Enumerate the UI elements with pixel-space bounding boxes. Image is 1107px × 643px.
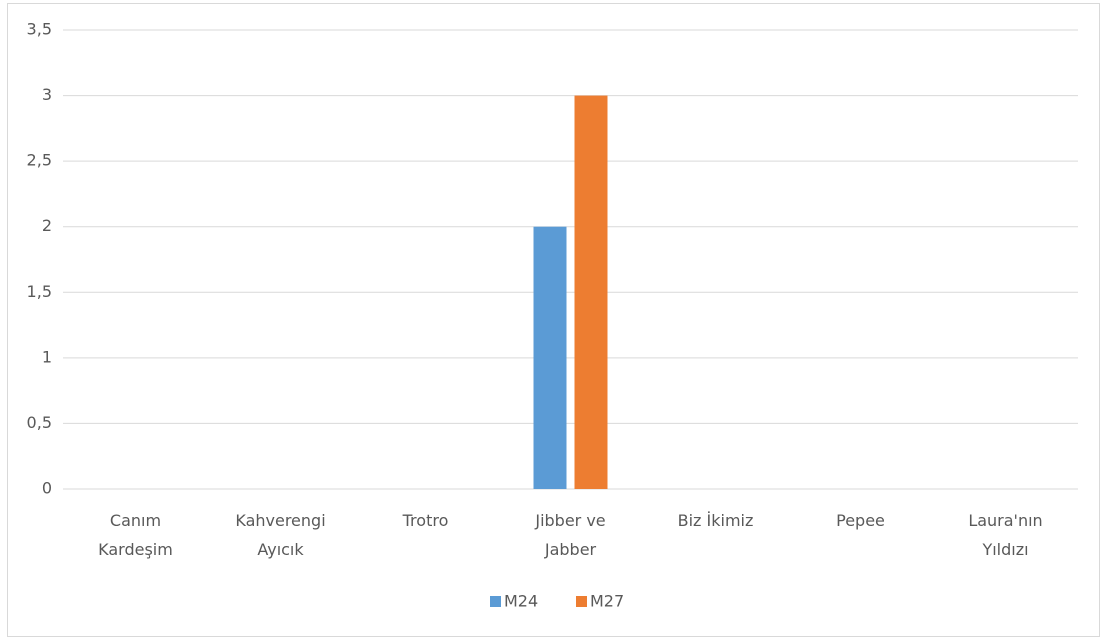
y-tick-label: 1 xyxy=(42,347,52,366)
y-tick-label: 0,5 xyxy=(27,413,52,432)
x-tick-label: Jibber ve Jabber xyxy=(534,511,605,559)
y-tick-label: 0 xyxy=(42,479,52,498)
y-tick-label: 3 xyxy=(42,85,52,104)
x-tick-label: Kahverengi Ayıcık xyxy=(235,511,325,559)
x-tick-label: Pepee xyxy=(836,511,885,530)
bar xyxy=(574,95,608,490)
legend-swatch xyxy=(576,596,587,607)
x-tick-label: Trotro xyxy=(402,511,449,530)
bar xyxy=(533,226,567,489)
y-tick-label: 1,5 xyxy=(27,282,52,301)
y-tick-label: 2,5 xyxy=(27,151,52,170)
legend-label: M27 xyxy=(590,592,624,611)
legend-swatch xyxy=(490,596,501,607)
x-tick-label: Canım Kardeşim xyxy=(98,511,173,559)
y-tick-label: 3,5 xyxy=(27,20,52,39)
x-tick-label: Laura'nın Yıldızı xyxy=(968,511,1042,559)
legend-label: M24 xyxy=(504,592,538,611)
y-tick-label: 2 xyxy=(42,216,52,235)
x-tick-label: Biz İkimiz xyxy=(678,511,754,530)
